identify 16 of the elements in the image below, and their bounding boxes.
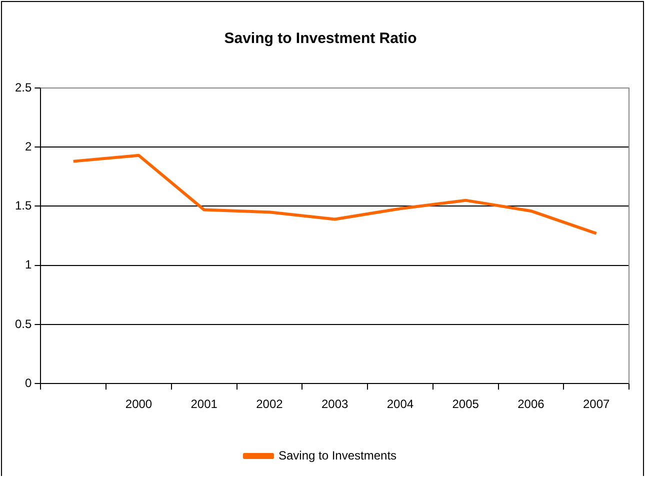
y-tick-label: 0 (24, 376, 32, 390)
x-tick-label: 2003 (321, 397, 349, 412)
y-tick-label: 2.5 (14, 80, 32, 94)
legend-label: Saving to Investments (278, 448, 397, 462)
x-tick-label: 2006 (518, 397, 545, 412)
y-tick-label: 1 (24, 258, 32, 272)
y-tick-label: 1.5 (14, 198, 32, 213)
x-tick-label: 2001 (190, 397, 218, 412)
chart-title: Saving to Investment Ratio (224, 30, 417, 48)
x-tick-label: 2007 (582, 397, 610, 412)
x-tick-label: 2002 (256, 397, 284, 412)
x-tick-label: 2004 (386, 397, 414, 412)
y-tick-label: 0.5 (14, 316, 32, 331)
x-tick-label: 2000 (125, 397, 152, 412)
x-tick-label: 2005 (452, 397, 480, 412)
y-tick-label: 2 (24, 139, 32, 154)
